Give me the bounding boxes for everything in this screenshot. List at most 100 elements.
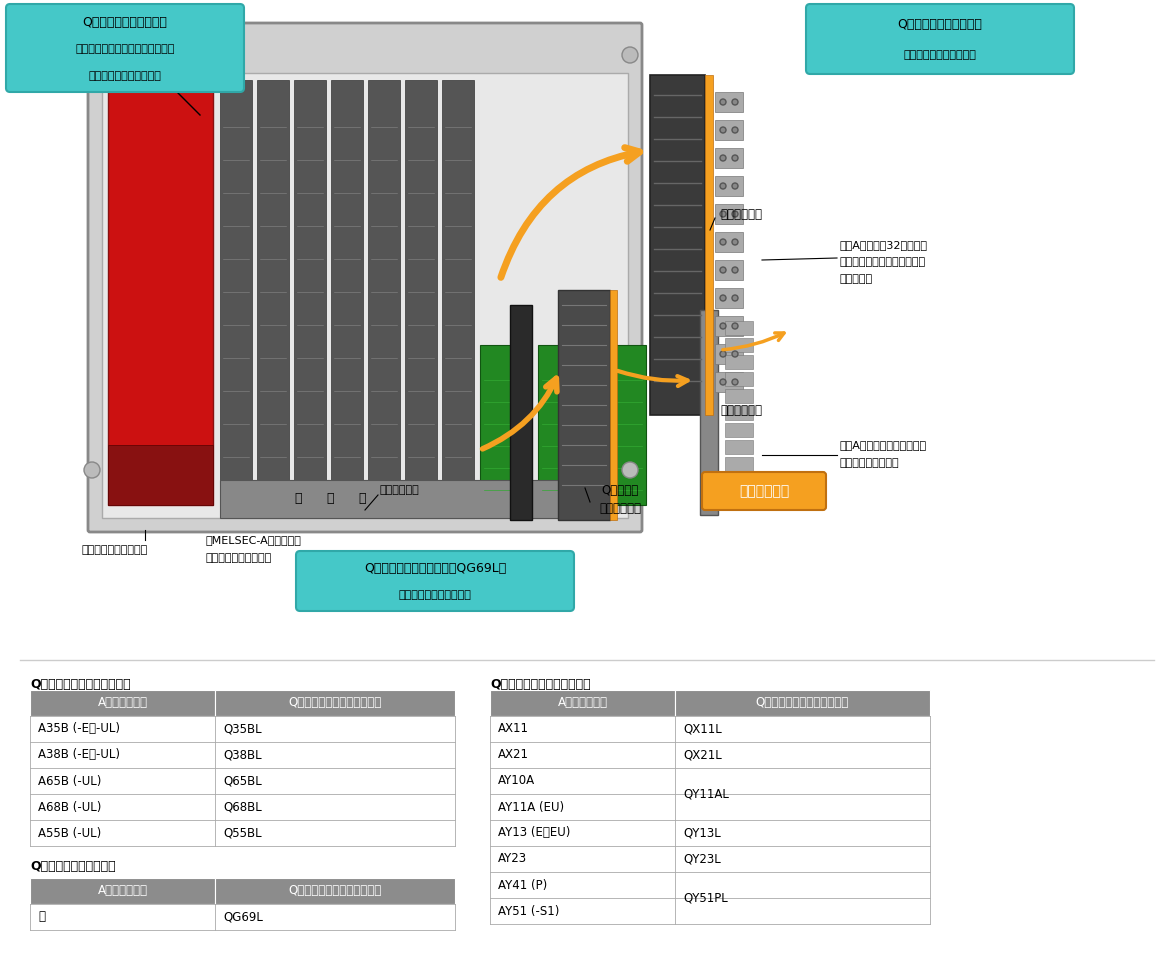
Bar [715,148,743,168]
Circle shape [622,47,637,63]
Bar [220,480,610,518]
Text: AX11: AX11 [498,722,529,736]
Text: 取外した配線端子台: 取外した配線端子台 [841,458,899,468]
Text: Q68BL: Q68BL [223,801,262,813]
Text: そのまま装着: そのまま装着 [720,403,762,417]
Bar [596,345,646,505]
Bar [441,80,474,505]
Text: AY41 (P): AY41 (P) [498,878,547,892]
Text: －: － [38,911,45,923]
Circle shape [720,379,726,385]
Bar [715,316,743,336]
Bar [715,120,743,140]
Bar [726,440,753,454]
Text: AY23: AY23 [498,853,527,865]
Text: （三菱電機株式会社製）: （三菱電機株式会社製） [398,590,472,600]
Bar [31,768,456,794]
Text: A38B (-E、-UL): A38B (-E、-UL) [38,748,120,761]
Text: （三菱電機株式会社製）: （三菱電機株式会社製） [904,50,977,61]
Bar [726,338,753,352]
Circle shape [720,183,726,189]
Text: ＊: ＊ [358,491,366,505]
Text: Q65BL: Q65BL [223,775,262,787]
Bar [715,92,743,112]
Bar [558,290,610,520]
Bar [31,904,456,930]
FancyArrowPatch shape [618,371,688,386]
Bar [726,389,753,403]
Text: A65B (-UL): A65B (-UL) [38,775,101,787]
Circle shape [733,351,738,357]
FancyBboxPatch shape [6,4,244,92]
Bar [726,406,753,420]
Text: AY51 (-S1): AY51 (-S1) [498,904,559,918]
Bar [715,176,743,196]
Bar [726,423,753,437]
Circle shape [720,295,726,301]
FancyBboxPatch shape [296,551,574,611]
Text: QX11L: QX11L [683,722,722,736]
Circle shape [720,239,726,245]
Text: AY11A (EU): AY11A (EU) [498,801,565,813]
Bar [726,474,753,488]
FancyArrowPatch shape [501,148,640,278]
Text: QY51PL: QY51PL [683,892,728,904]
Circle shape [720,267,726,273]
Circle shape [733,99,738,105]
Text: QY23L: QY23L [683,853,721,865]
FancyArrowPatch shape [483,378,556,449]
Text: Aシリーズ形名: Aシリーズ形名 [558,696,607,710]
Bar [490,846,930,872]
Bar [490,742,930,768]
Circle shape [85,462,100,478]
Bar [367,80,400,505]
Circle shape [720,351,726,357]
Text: Qラージ入出力ユニット: Qラージ入出力ユニット [898,18,983,31]
Bar [31,820,456,846]
Bar [490,898,930,924]
Text: Q55BL: Q55BL [223,827,262,839]
Text: スロット幅と同一寸法: スロット幅と同一寸法 [205,553,271,563]
Circle shape [733,127,738,133]
Text: Qラージ入出力ユニット一覧: Qラージ入出力ユニット一覧 [490,678,591,691]
Bar [726,457,753,471]
Bar [715,288,743,308]
Text: Qラージブランクカバー形名: Qラージブランクカバー形名 [289,885,382,897]
Bar [538,345,588,505]
Circle shape [622,462,637,478]
Bar [31,742,456,768]
Circle shape [733,211,738,217]
Circle shape [733,155,738,161]
FancyBboxPatch shape [88,23,642,532]
Text: そのまま装着: そのまま装着 [720,209,762,221]
Text: Qラージベースユニット一覧: Qラージベースユニット一覧 [31,678,130,691]
FancyBboxPatch shape [702,472,826,510]
Text: （三菱電機株式会社製）: （三菱電機株式会社製） [88,71,162,80]
Bar [715,232,743,252]
Bar [675,690,930,716]
Circle shape [733,295,738,301]
Text: QX21L: QX21L [683,748,722,761]
Circle shape [720,211,726,217]
Text: Qシリーズ: Qシリーズ [601,484,639,496]
Text: （ベースアダプタ、固定台含む）: （ベースアダプタ、固定台含む） [75,44,175,54]
Circle shape [733,267,738,273]
Text: Q35BL: Q35BL [223,722,262,736]
Circle shape [733,323,738,329]
Circle shape [720,155,726,161]
Bar [700,310,718,515]
Text: Q38BL: Q38BL [223,748,262,761]
Bar [31,878,215,904]
Text: Qラージベースユニット形名: Qラージベースユニット形名 [289,696,382,710]
Bar [31,690,215,716]
Bar [490,794,930,820]
Text: 既設Aシリーズ32点端子台: 既設Aシリーズ32点端子台 [841,240,927,250]
Bar [726,321,753,335]
Text: 変換アダプタ: 変換アダプタ [738,484,789,498]
Bar [715,204,743,224]
Bar [220,80,252,505]
Circle shape [720,99,726,105]
Bar [726,355,753,369]
Bar [715,372,743,392]
Text: A55B (-UL): A55B (-UL) [38,827,101,839]
